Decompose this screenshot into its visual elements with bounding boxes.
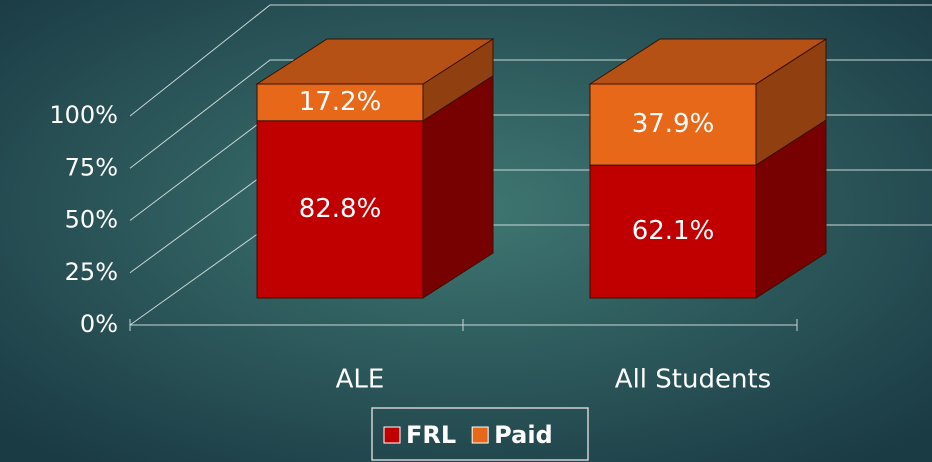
- bar-top: [588, 38, 828, 85]
- data-label: 37.9%: [632, 109, 715, 139]
- y-tick-label: 25%: [65, 258, 118, 286]
- y-tick-label: 0%: [80, 310, 118, 338]
- grid-line: [129, 4, 932, 117]
- legend-box: [371, 407, 589, 461]
- bar-front: [589, 164, 757, 299]
- bar-front: [256, 83, 424, 122]
- data-label: 62.1%: [632, 216, 715, 246]
- legend-label: Paid: [494, 421, 553, 449]
- data-label: 82.8%: [299, 194, 382, 224]
- x-tick-label: ALE: [336, 365, 385, 395]
- legend-swatch: [383, 426, 401, 444]
- bar-front: [256, 120, 424, 299]
- data-label: 17.2%: [299, 87, 382, 117]
- y-tick-label: 50%: [65, 206, 118, 234]
- y-tick-label: 75%: [65, 153, 118, 181]
- legend-swatch: [471, 426, 489, 444]
- x-tick-label: All Students: [615, 365, 771, 395]
- legend-label: FRL: [406, 421, 456, 449]
- bar-front: [589, 83, 757, 166]
- y-tick-label: 100%: [49, 101, 118, 129]
- bar-top: [255, 38, 495, 85]
